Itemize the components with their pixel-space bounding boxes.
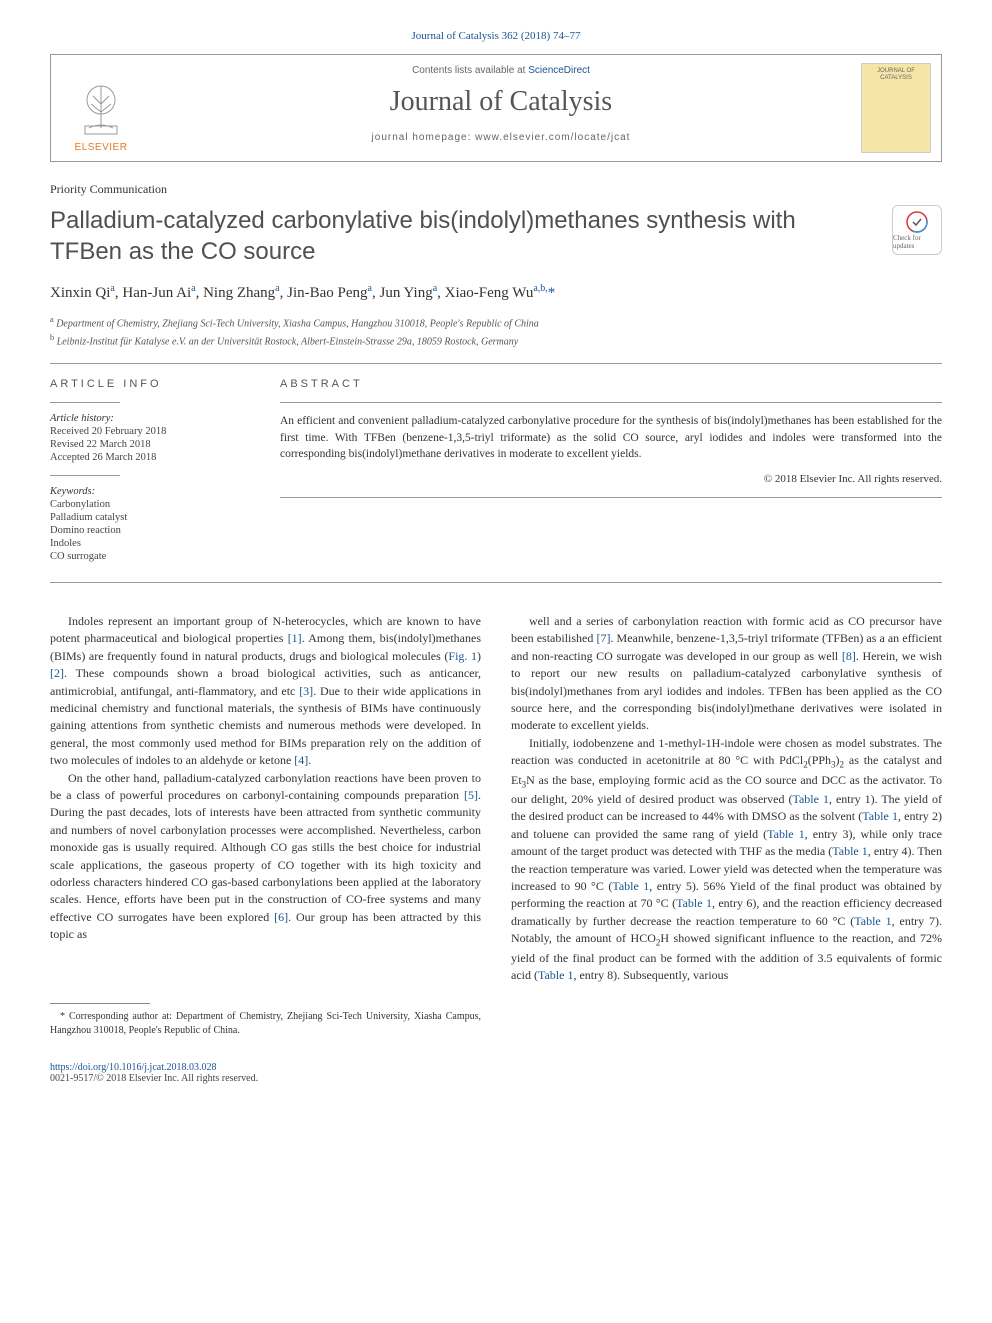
body-left-p1: Indoles represent an important group of … [50,613,481,770]
journal-citation: Journal of Catalysis 362 (2018) 74–77 [50,30,942,42]
divider-bottom [50,582,942,583]
body-right-p1: well and a series of carbonylation react… [511,613,942,735]
history-received: Received 20 February 2018 [50,426,250,437]
info-divider-2 [50,475,120,476]
crossmark-badge[interactable]: Check for updates [892,205,942,255]
publisher-logo-cell: ELSEVIER [51,55,151,161]
article-type: Priority Communication [50,182,942,197]
journal-name: Journal of Catalysis [171,86,831,118]
publisher-label: ELSEVIER [75,142,128,153]
footer-row: https://doi.org/10.1016/j.jcat.2018.03.0… [50,1056,942,1084]
homepage-url[interactable]: www.elsevier.com/locate/jcat [475,132,630,143]
footnote-text: Corresponding author at: Department of C… [50,1011,481,1036]
authors-line: Xinxin Qia, Han-Jun Aia, Ning Zhanga, Ji… [50,283,942,302]
contents-available-line: Contents lists available at ScienceDirec… [171,65,831,76]
doi-link[interactable]: https://doi.org/10.1016/j.jcat.2018.03.0… [50,1062,216,1073]
keyword-1: Carbonylation [50,499,250,510]
issn-copyright: 0021-9517/© 2018 Elsevier Inc. All right… [50,1073,942,1084]
homepage-prefix: journal homepage: [372,132,476,143]
keyword-5: CO surrogate [50,551,250,562]
keyword-3: Domino reaction [50,525,250,536]
affiliation-a: a Department of Chemistry, Zhejiang Sci-… [50,314,942,331]
body-left-p2: On the other hand, palladium-catalyzed c… [50,770,481,944]
info-abstract-row: ARTICLE INFO Article history: Received 2… [50,378,942,564]
history-label: Article history: [50,413,250,424]
affiliations-block: a Department of Chemistry, Zhejiang Sci-… [50,314,942,349]
page-container: Journal of Catalysis 362 (2018) 74–77 EL… [0,0,992,1114]
corresponding-footnote: * Corresponding author at: Department of… [50,1010,481,1038]
journal-cover-thumbnail: JOURNAL OF CATALYSIS [861,63,931,153]
article-info-heading: ARTICLE INFO [50,378,250,390]
affiliation-b: b Leibniz-Institut für Katalyse e.V. an … [50,332,942,349]
journal-header-box: ELSEVIER Contents lists available at Sci… [50,54,942,162]
abstract-divider-top [280,402,942,403]
contents-prefix: Contents lists available at [412,65,528,76]
divider-top [50,363,942,364]
abstract-divider-bottom [280,497,942,498]
cover-title: JOURNAL OF CATALYSIS [866,68,926,82]
crossmark-icon [905,210,929,234]
info-divider-1 [50,402,120,403]
body-right-p2: Initially, iodobenzene and 1-methyl-1H-i… [511,735,942,985]
crossmark-label: Check for updates [893,234,941,250]
footnote-divider [50,1003,150,1004]
title-row: Palladium-catalyzed carbonylative bis(in… [50,205,942,283]
body-column-left: Indoles represent an important group of … [50,613,481,1038]
body-column-right: well and a series of carbonylation react… [511,613,942,1038]
journal-cover-cell: JOURNAL OF CATALYSIS [851,55,941,161]
abstract-column: ABSTRACT An efficient and convenient pal… [280,378,942,564]
footnote-marker: * [60,1011,65,1022]
article-info-column: ARTICLE INFO Article history: Received 2… [50,378,250,564]
header-center-cell: Contents lists available at ScienceDirec… [151,55,851,161]
keyword-4: Indoles [50,538,250,549]
homepage-line: journal homepage: www.elsevier.com/locat… [171,132,831,143]
keywords-label: Keywords: [50,486,250,497]
elsevier-tree-icon [71,78,131,138]
abstract-text: An efficient and convenient palladium-ca… [280,413,942,463]
keyword-2: Palladium catalyst [50,512,250,523]
sciencedirect-link[interactable]: ScienceDirect [528,65,590,76]
history-accepted: Accepted 26 March 2018 [50,452,250,463]
abstract-heading: ABSTRACT [280,378,942,390]
body-columns: Indoles represent an important group of … [50,613,942,1038]
article-title: Palladium-catalyzed carbonylative bis(in… [50,205,872,267]
history-revised: Revised 22 March 2018 [50,439,250,450]
abstract-copyright: © 2018 Elsevier Inc. All rights reserved… [280,473,942,485]
